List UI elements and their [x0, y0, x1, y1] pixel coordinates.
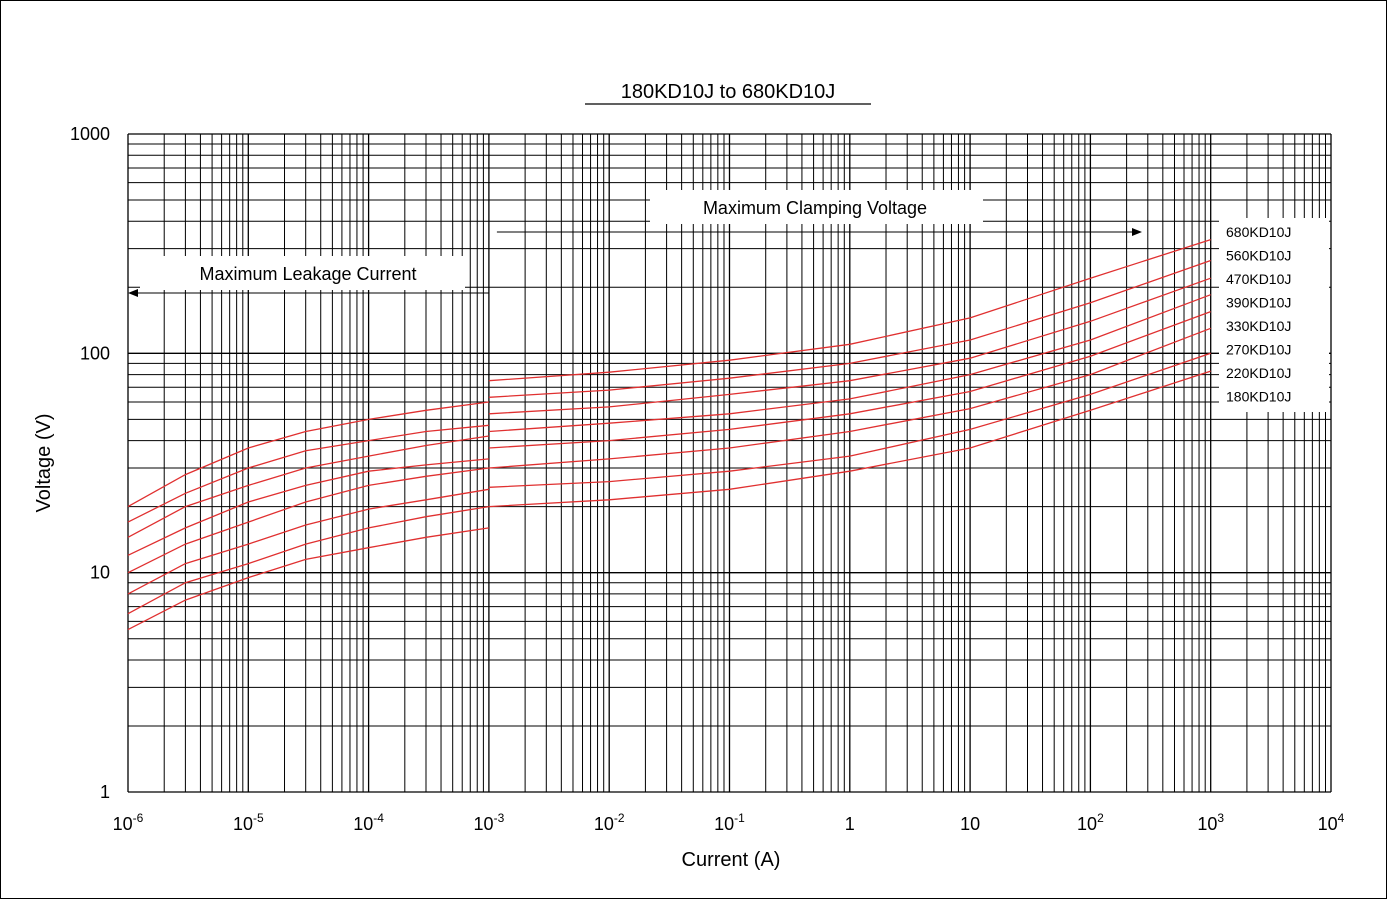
- leakage-annotation-box: [140, 256, 465, 290]
- x-tick-label: 10-3: [474, 811, 505, 834]
- clamping-annotation-box: [650, 190, 983, 224]
- y-axis-label: Voltage (V): [33, 414, 55, 513]
- legend: 680KD10J 560KD10J 470KD10J 390KD10J 330KD10J…: [1219, 218, 1329, 412]
- x-tick-label: 104: [1318, 811, 1345, 834]
- legend-item-680KD10J: 680KD10J: [1226, 224, 1291, 240]
- legend-item-180KD10J: 180KD10J: [1226, 389, 1291, 405]
- x-tick-label: 10-6: [113, 811, 144, 834]
- series-line-270KD10J-clamping: [488, 327, 1211, 469]
- x-tick-label: 10: [960, 814, 980, 834]
- legend-box: [1219, 218, 1329, 412]
- series-line-390KD10J-clamping: [488, 294, 1211, 433]
- annotation-layer: Maximum Leakage Current Maximum Clamping …: [128, 190, 1142, 297]
- series-line-560KD10J-leakage: [127, 424, 489, 523]
- series-line-470KD10J-leakage: [127, 435, 489, 538]
- x-axis-label: Current (A): [682, 849, 781, 871]
- axis-ticks: 10-6 10-5 10-4 10-3 10-2 10-1 1 10 102 103 104 1 10 1…: [70, 124, 1345, 834]
- legend-item-270KD10J: 270KD10J: [1226, 342, 1291, 358]
- y-tick-label: 1: [100, 782, 110, 802]
- chart-grid: [127, 133, 1332, 793]
- clamping-arrow-head: [1132, 228, 1142, 236]
- series-line-180KD10J-clamping: [488, 370, 1211, 508]
- series-line-680KD10J-leakage: [127, 401, 489, 508]
- x-tick-label: 1: [845, 814, 855, 834]
- y-tick-label: 1000: [70, 124, 110, 144]
- x-tick-label: 10-1: [714, 811, 745, 834]
- y-tick-label: 10: [90, 563, 110, 583]
- leakage-arrow-head: [128, 289, 138, 297]
- legend-item-560KD10J: 560KD10J: [1226, 248, 1291, 264]
- legend-item-330KD10J: 330KD10J: [1226, 318, 1291, 334]
- series-line-180KD10J-leakage: [127, 527, 489, 631]
- series-line-680KD10J-clamping: [488, 238, 1211, 382]
- series-line-330KD10J-clamping: [488, 310, 1211, 449]
- x-tick-label: 10-2: [594, 811, 625, 834]
- series-line-330KD10J-leakage: [127, 467, 489, 574]
- leakage-annotation: Maximum Leakage Current: [199, 264, 416, 284]
- x-tick-label: 103: [1197, 811, 1224, 834]
- x-tick-label: 10-4: [353, 811, 384, 834]
- series-layer: [127, 238, 1211, 631]
- series-line-270KD10J-leakage: [127, 488, 490, 595]
- series-line-390KD10J-leakage: [127, 458, 489, 556]
- x-tick-label: 102: [1077, 811, 1104, 834]
- chart-title: 180KD10J to 680KD10J: [621, 81, 836, 103]
- series-line-220KD10J-leakage: [127, 505, 490, 615]
- legend-item-390KD10J: 390KD10J: [1226, 295, 1291, 311]
- y-tick-label: 100: [80, 343, 110, 363]
- series-line-220KD10J-clamping: [488, 352, 1211, 488]
- series-line-560KD10J-clamping: [488, 259, 1211, 398]
- series-line-470KD10J-clamping: [488, 277, 1211, 415]
- x-tick-label: 10-5: [233, 811, 264, 834]
- legend-item-220KD10J: 220KD10J: [1226, 365, 1291, 381]
- clamping-annotation: Maximum Clamping Voltage: [703, 198, 927, 218]
- legend-item-470KD10J: 470KD10J: [1226, 271, 1291, 287]
